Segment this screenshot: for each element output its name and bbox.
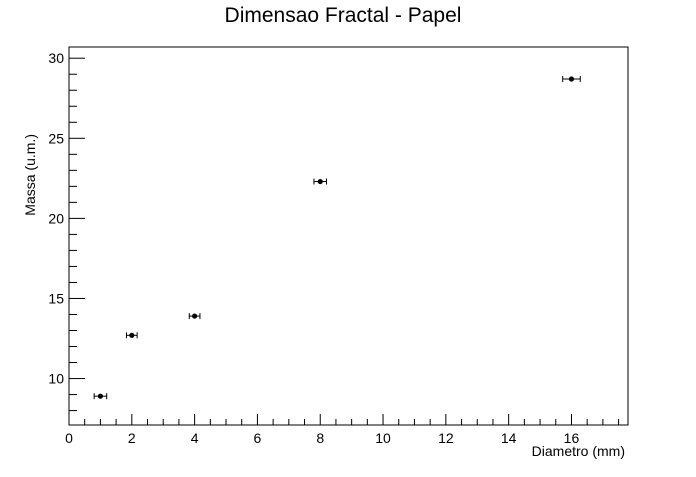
data-point	[97, 393, 104, 399]
y-tick-label: 30	[48, 50, 64, 66]
y-tick-label: 25	[48, 130, 64, 146]
x-axis-title: Diametro (mm)	[532, 443, 625, 459]
x-tick-label: 6	[254, 430, 262, 446]
data-series	[93, 76, 581, 400]
x-tick-label: 0	[65, 430, 73, 446]
y-tick-label: 15	[48, 290, 64, 306]
x-axis: 0 2 4 6 8 10 12 14 16	[65, 414, 620, 446]
x-tick-label: 12	[438, 430, 454, 446]
x-tick-label: 14	[501, 430, 517, 446]
data-point	[129, 332, 135, 338]
x-tick-label: 10	[375, 430, 391, 446]
data-point	[317, 178, 323, 185]
y-axis-title: Massa (u.m.)	[22, 134, 38, 216]
data-point	[568, 76, 575, 82]
x-tick-label: 4	[191, 430, 199, 446]
x-tick-label: 2	[128, 430, 136, 446]
chart-title: Dimensao Fractal - Papel	[225, 4, 462, 27]
x-tick-label: 8	[316, 430, 324, 446]
y-tick-label: 20	[48, 210, 64, 226]
data-point	[192, 313, 198, 319]
plot-frame	[68, 46, 629, 426]
x-tick-label: 16	[564, 430, 580, 446]
y-axis: 10 15 20 25 30	[48, 50, 85, 412]
y-tick-label: 10	[48, 371, 64, 387]
